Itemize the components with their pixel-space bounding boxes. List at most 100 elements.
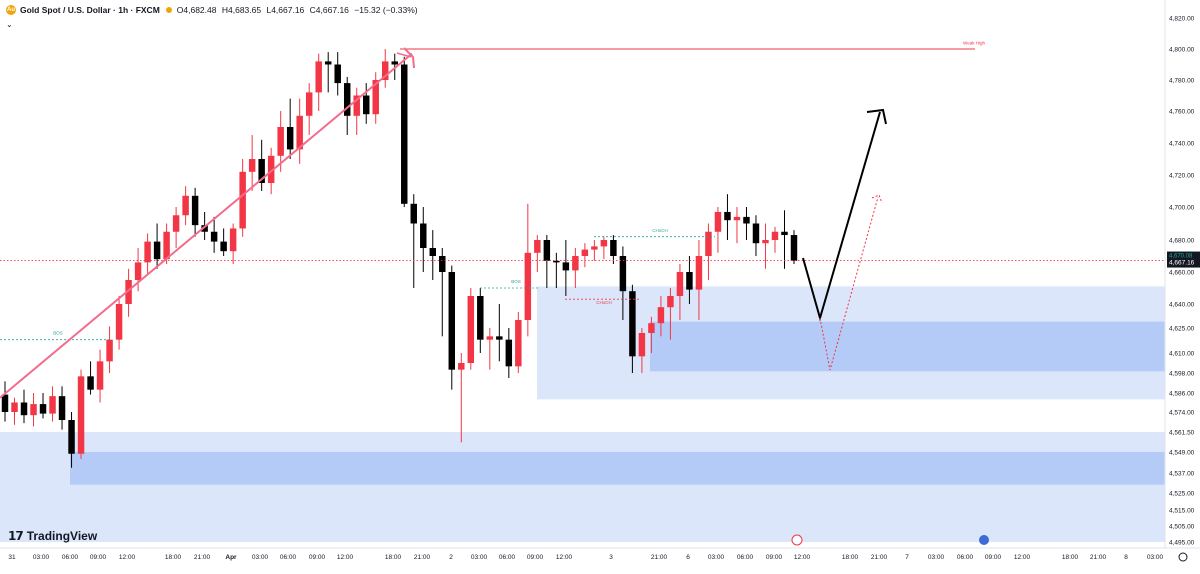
candle (305, 92, 313, 116)
close-value: C4,667.16 (309, 5, 349, 15)
candle (382, 61, 389, 80)
candle (153, 241, 161, 260)
time-tick-label: 03:00 (33, 554, 50, 561)
candle (372, 80, 379, 115)
price-tick-label: 4,720.00 (1169, 173, 1195, 180)
candle (277, 127, 284, 156)
time-tick-label: 21:00 (194, 554, 211, 561)
symbol-title[interactable]: Gold Spot / U.S. Dollar · 1h · FXCM (20, 5, 160, 15)
candle (144, 241, 151, 263)
market-status-icon[interactable] (165, 7, 172, 13)
candle (134, 262, 142, 280)
candle (762, 240, 769, 244)
candle (1, 394, 9, 412)
candle (629, 291, 636, 357)
price-tick-label: 4,700.00 (1169, 205, 1195, 212)
candle (600, 240, 608, 247)
price-tick-label: 4,515.00 (1169, 508, 1195, 515)
demand-zone-lower (0, 432, 1165, 542)
us-flag-icon[interactable] (979, 535, 989, 545)
time-tick-label: 18:00 (842, 554, 859, 561)
candle (686, 272, 693, 290)
candle (248, 159, 256, 172)
time-tick-label: 09:00 (766, 554, 783, 561)
price-axis[interactable] (1165, 0, 1200, 569)
price-tick-label: 4,740.00 (1169, 141, 1195, 148)
candle (77, 376, 85, 454)
time-tick-label: Apr (225, 554, 237, 561)
low-value: L4,667.16 (266, 5, 305, 15)
price-tick-label: 4,495.00 (1169, 540, 1195, 547)
time-tick-label: 18:00 (385, 554, 402, 561)
event-marker-icon[interactable] (791, 534, 803, 546)
candle (524, 252, 532, 320)
settings-gear-icon[interactable] (1178, 552, 1188, 562)
price-tick-label: 4,574.00 (1169, 410, 1195, 417)
current-price-label: 4,667.16 (1169, 260, 1195, 267)
price-tick-label: 4,780.00 (1169, 78, 1195, 85)
time-tick-label: 2 (449, 554, 453, 561)
candle (30, 404, 37, 416)
tradingview-logo[interactable]: 𝟭𝟳 TradingView (8, 529, 97, 543)
candle (58, 396, 66, 420)
time-tick-label: 03:00 (252, 554, 269, 561)
time-tick-label: 03:00 (708, 554, 725, 561)
candle (68, 420, 75, 454)
candle (790, 235, 798, 261)
price-tick-label: 4,505.00 (1169, 524, 1195, 531)
price-tick-label: 4,820.00 (1169, 16, 1195, 23)
price-tick-label: 4,598.00 (1169, 371, 1195, 378)
price-tick-label: 4,537.00 (1169, 471, 1195, 478)
time-tick-label: 8 (1124, 554, 1128, 561)
candle (505, 339, 513, 367)
time-tick-label: 03:00 (928, 554, 945, 561)
candle (191, 195, 199, 226)
candle (467, 296, 475, 363)
demand-zone-lower-core (70, 452, 1165, 485)
candle (562, 262, 570, 271)
candle (39, 404, 47, 414)
candle (343, 83, 351, 116)
candle (20, 402, 28, 416)
candle (496, 336, 503, 340)
brand-name: TradingView (26, 529, 98, 543)
candle (676, 272, 684, 296)
candle (49, 396, 56, 414)
time-tick-label: 09:00 (985, 554, 1002, 561)
gold-symbol-icon[interactable]: Au (6, 5, 16, 15)
candle (648, 323, 655, 333)
candle (657, 307, 665, 324)
alt-projection-path (819, 196, 879, 371)
candle (334, 64, 341, 84)
candle (410, 203, 417, 224)
time-tick-label: 06:00 (62, 554, 79, 561)
collapse-chevron-icon[interactable]: ⌄ (6, 20, 13, 29)
time-axis[interactable] (0, 548, 1200, 569)
time-tick-label: 12:00 (119, 554, 136, 561)
candle (714, 211, 722, 232)
candle (220, 241, 227, 252)
candle (11, 402, 18, 412)
candle (210, 231, 218, 242)
candle (115, 304, 123, 340)
time-tick-label: 18:00 (165, 554, 182, 561)
structure-label: BOS (53, 331, 63, 336)
candle (172, 215, 180, 232)
candle (239, 171, 246, 229)
price-label-above: 4,670.08 (1169, 254, 1193, 260)
time-tick-label: 12:00 (337, 554, 354, 561)
tv-logo-icon: 𝟭𝟳 (8, 529, 24, 543)
time-tick-label: 3 (609, 554, 613, 561)
candle (106, 339, 113, 362)
candle (553, 260, 560, 263)
candle (743, 216, 750, 224)
price-tick-label: 4,561.50 (1169, 430, 1195, 437)
structure-label: Weak High (963, 40, 985, 45)
time-tick-label: 21:00 (414, 554, 431, 561)
candle (439, 256, 446, 272)
candle (534, 240, 541, 253)
candle (705, 231, 712, 256)
candle (391, 61, 398, 65)
